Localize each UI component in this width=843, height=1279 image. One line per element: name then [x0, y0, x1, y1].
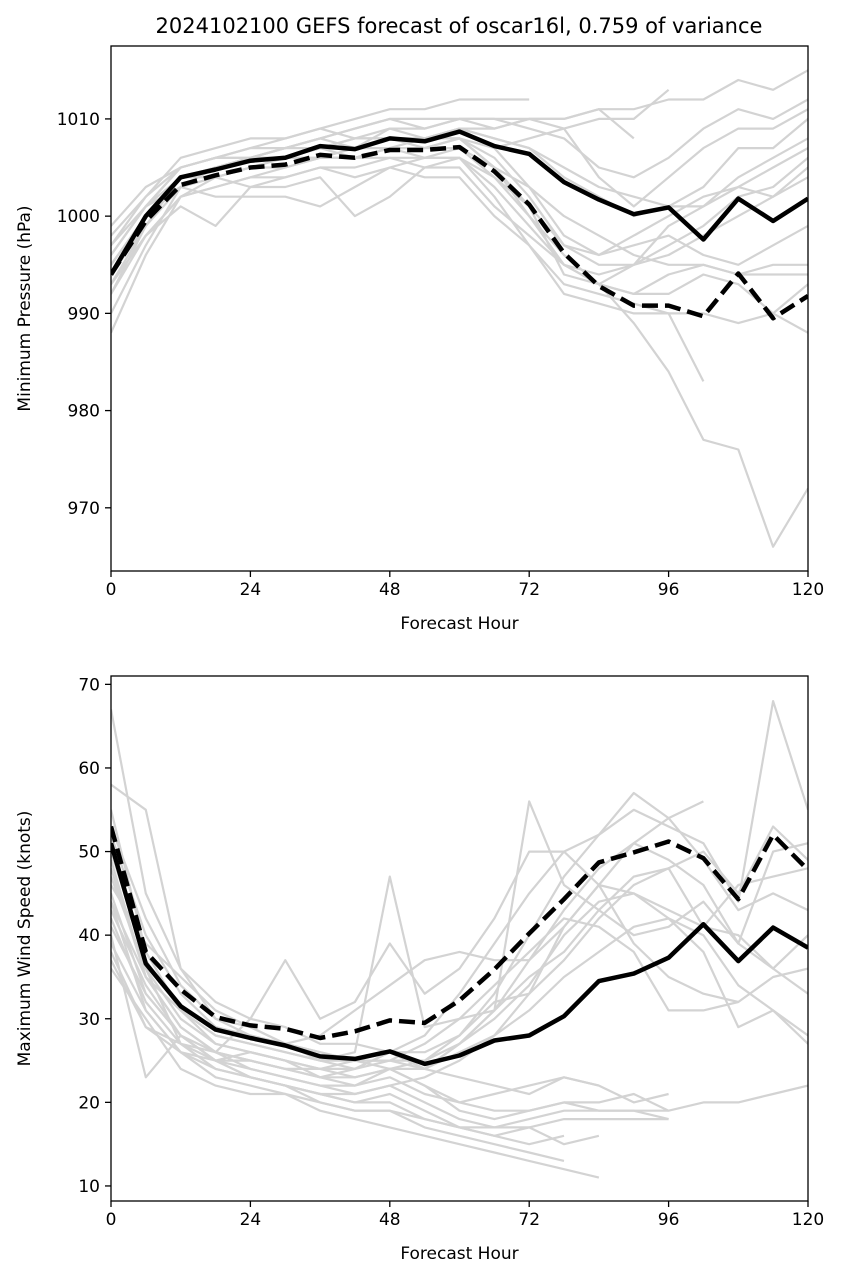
- pressure-x-tick-label: 48: [379, 580, 401, 600]
- wind-member-line-19: [111, 967, 600, 1146]
- wind-panel: 0 24 48 72 96 120 10 20 30 40 50 60 70 Forecast Hour M…: [15, 675, 824, 1264]
- wind-member-line-10: [111, 883, 808, 1045]
- wind-x-tick-label: 72: [518, 1210, 540, 1230]
- wind-y-tick-label: 40: [78, 926, 100, 946]
- wind-axes-frame: [110, 675, 809, 1202]
- wind-y-tick-label: 30: [78, 1010, 100, 1030]
- pressure-y-tick-label: 990: [68, 304, 100, 324]
- pressure-x-tick-label: 24: [240, 580, 262, 600]
- pressure-panel: 0 24 48 72 96 120 970 980 990 1000 1010 Forecast Ho…: [15, 45, 824, 634]
- pressure-mean-line: [111, 129, 808, 276]
- pressure-plot-area: [111, 69, 808, 548]
- wind-x-tick-label: 120: [792, 1210, 824, 1230]
- wind-y-axis-label: Maximum Wind Speed (knots): [15, 811, 35, 1067]
- wind-x-tick-label: 96: [658, 1210, 680, 1230]
- wind-y-tick-label: 60: [78, 759, 100, 779]
- pressure-median-line: [111, 144, 808, 321]
- wind-y-tick-label: 50: [78, 843, 100, 863]
- pressure-x-axis-label: Forecast Hour: [400, 614, 518, 634]
- pressure-x-tick-label: 120: [792, 580, 824, 600]
- wind-median-line: [111, 825, 808, 1041]
- wind-member-line-9: [111, 876, 808, 1071]
- wind-member-line-21: [111, 859, 739, 1071]
- pressure-axes-frame: [110, 45, 809, 572]
- wind-y-tick-label: 10: [78, 1177, 100, 1197]
- wind-x-tick-label: 0: [106, 1210, 117, 1230]
- wind-x-tick-label: 48: [379, 1210, 401, 1230]
- wind-x-axis-label: Forecast Hour: [400, 1244, 518, 1264]
- wind-member-line-3: [111, 783, 808, 1071]
- wind-member-line-2: [111, 699, 808, 1054]
- pressure-y-axis-label: Minimum Pressure (hPa): [15, 205, 35, 411]
- pressure-member-line-18: [111, 98, 530, 256]
- wind-x-tick-label: 24: [240, 1210, 262, 1230]
- pressure-x-tick-label: 96: [658, 580, 680, 600]
- wind-y-tick-label: 20: [78, 1093, 100, 1113]
- wind-member-line-22: [111, 867, 808, 1079]
- pressure-x-tick-label: 0: [106, 580, 117, 600]
- pressure-y-tick-label: 980: [68, 402, 100, 422]
- pressure-x-tick-label: 72: [518, 580, 540, 600]
- wind-mean-line: [111, 842, 808, 1067]
- wind-y-tick-label: 70: [78, 675, 100, 695]
- pressure-member-line-17: [111, 156, 808, 276]
- wind-member-line-14: [111, 917, 669, 1129]
- pressure-y-tick-label: 1000: [57, 207, 100, 227]
- wind-member-line-23: [111, 800, 704, 1054]
- wind-plot-area: [111, 699, 808, 1179]
- wind-member-line-17: [111, 942, 600, 1179]
- pressure-member-line-14: [111, 127, 808, 227]
- pressure-y-tick-label: 1010: [57, 110, 100, 130]
- chart-title: 2024102100 GEFS forecast of oscar16l, 0.…: [156, 14, 763, 38]
- pressure-y-tick-label: 970: [68, 499, 100, 519]
- pressure-member-line-13: [111, 166, 705, 382]
